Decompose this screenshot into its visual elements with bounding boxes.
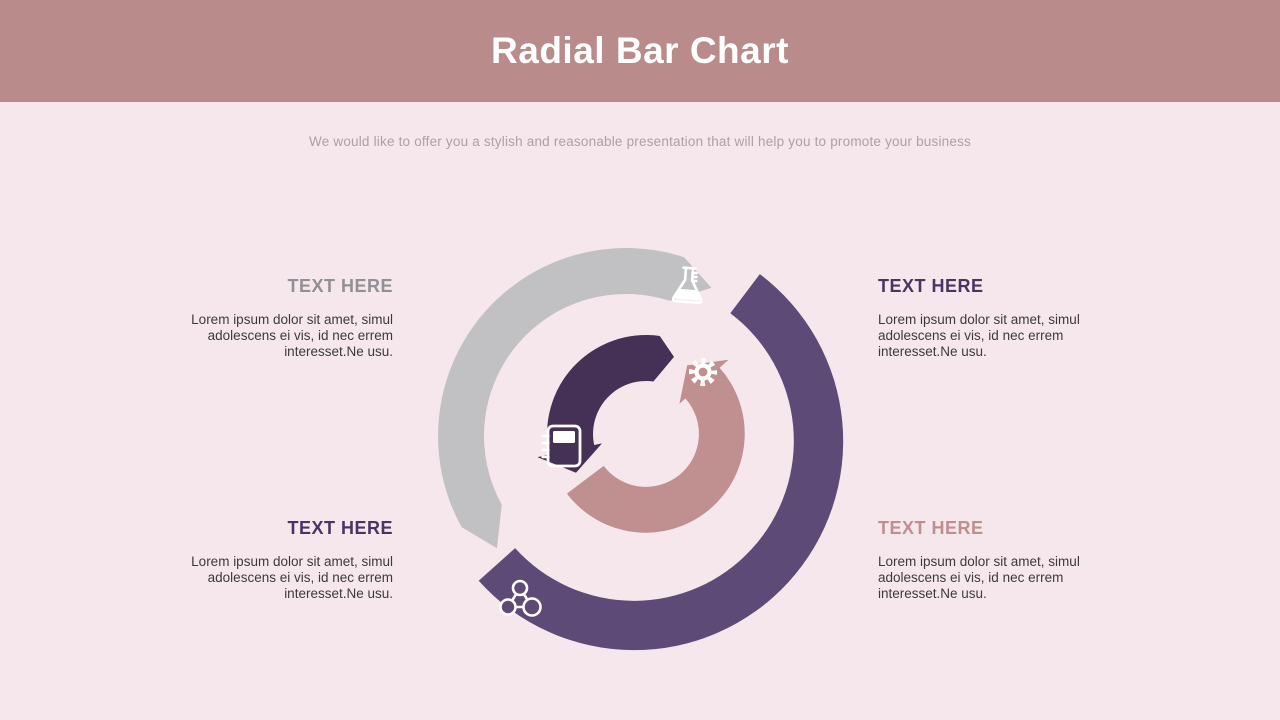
molecule-icon: [499, 579, 542, 617]
slide-header-band: Radial Bar Chart: [0, 0, 1280, 102]
purple-outer-arc: [478, 274, 844, 651]
rose-inner-arc: [566, 359, 745, 533]
text-block-body: Lorem ipsum dolor sit amet, simul adoles…: [878, 312, 1080, 359]
flask-icon: [671, 266, 703, 305]
text-block-top-left: TEXT HERE Lorem ipsum dolor sit amet, si…: [191, 276, 393, 359]
arcs-layer: [438, 248, 844, 651]
text-block-bottom-left: TEXT HERE Lorem ipsum dolor sit amet, si…: [191, 518, 393, 601]
text-block-heading: TEXT HERE: [878, 276, 984, 296]
text-block-body: Lorem ipsum dolor sit amet, simul adoles…: [878, 554, 1080, 601]
text-block-body: Lorem ipsum dolor sit amet, simul adoles…: [191, 312, 393, 359]
slide-subtitle: We would like to offer you a stylish and…: [309, 134, 971, 149]
eggplant-inner-arc: [537, 335, 674, 473]
text-block-top-right: TEXT HERE Lorem ipsum dolor sit amet, si…: [878, 276, 1080, 359]
gray-outer-arc: [438, 248, 712, 549]
text-block-heading: TEXT HERE: [878, 518, 984, 538]
text-block-bottom-right: TEXT HERE Lorem ipsum dolor sit amet, si…: [878, 518, 1080, 601]
icons-layer: [499, 266, 718, 617]
text-block-heading: TEXT HERE: [287, 518, 393, 538]
text-block-body: Lorem ipsum dolor sit amet, simul adoles…: [191, 554, 393, 601]
slide-title: Radial Bar Chart: [491, 30, 789, 71]
gear-icon: [688, 357, 718, 387]
text-block-heading: TEXT HERE: [287, 276, 393, 296]
notebook-icon: [541, 424, 582, 468]
